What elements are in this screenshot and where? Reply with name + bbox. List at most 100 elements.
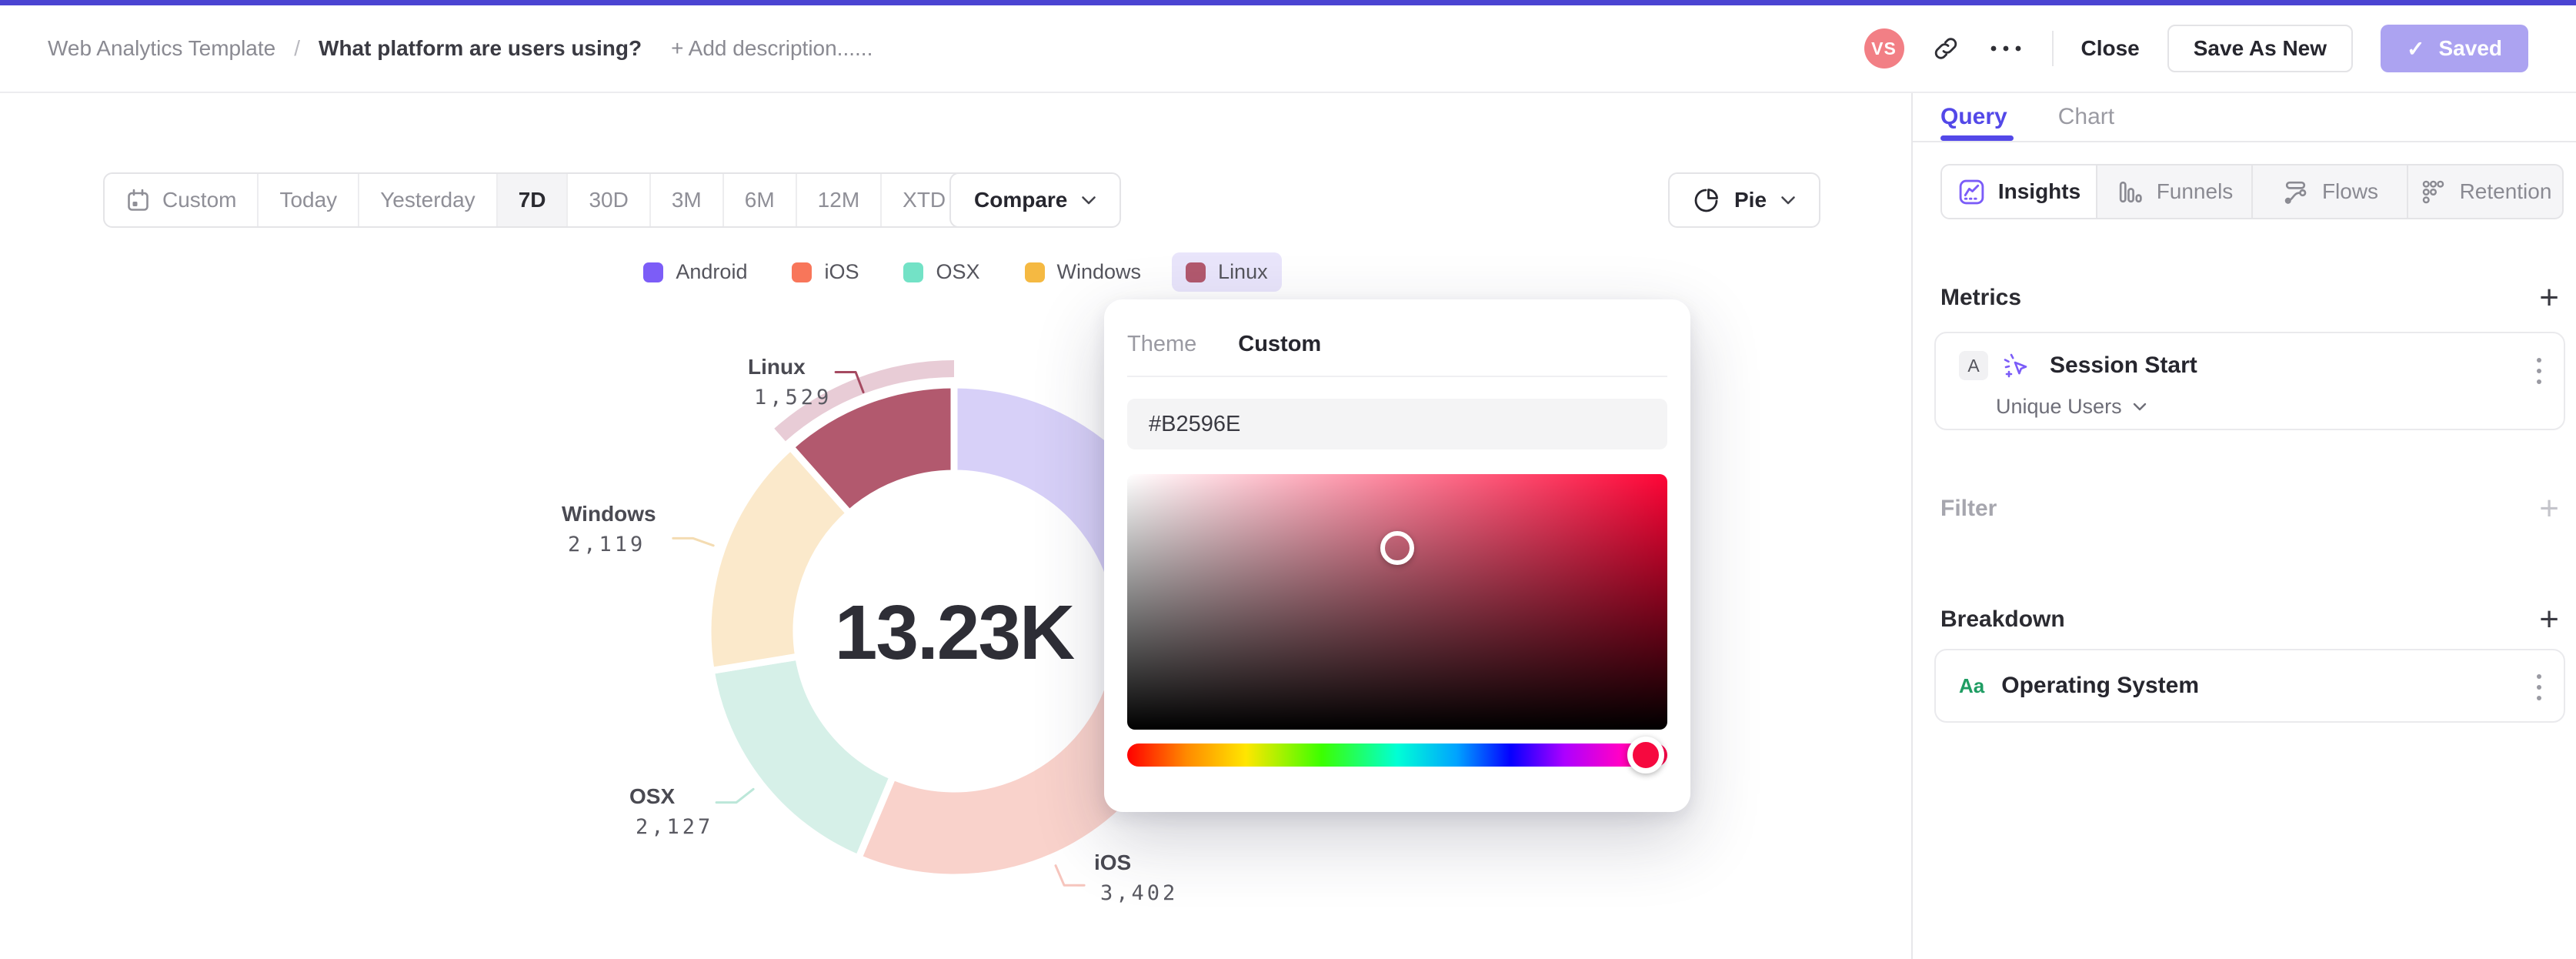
close-button[interactable]: Close: [2080, 36, 2140, 60]
breakdown-card-operating-system[interactable]: Aa Operating System: [1934, 649, 2565, 723]
legend-item-android[interactable]: Android: [629, 252, 761, 292]
sidebar-divider: [1911, 93, 1913, 959]
legend-item-osx[interactable]: OSX: [889, 252, 993, 292]
date-range-yesterday[interactable]: Yesterday: [359, 174, 498, 226]
date-range-label: Today: [279, 188, 338, 212]
chevron-down-icon: [1781, 195, 1795, 204]
header-actions: VS Close Save As New ✓ Saved: [1864, 25, 2528, 72]
date-range-today[interactable]: Today: [259, 174, 360, 226]
slice-label-windows: Windows 2,119: [562, 502, 656, 556]
color-picker-popup: Theme Custom #B2596E: [1104, 299, 1690, 812]
metric-card-session-start[interactable]: A Session Start Unique: [1934, 332, 2565, 430]
legend-item-ios[interactable]: iOS: [778, 252, 873, 292]
slice-label-name: Linux: [748, 355, 806, 379]
tab-custom[interactable]: Custom: [1238, 332, 1322, 356]
hue-slider[interactable]: [1127, 737, 1667, 774]
compare-label: Compare: [974, 188, 1068, 212]
share-link-button[interactable]: [1932, 35, 1960, 62]
metric-options-button[interactable]: [2536, 356, 2542, 389]
add-breakdown-button[interactable]: +: [2539, 600, 2559, 638]
slice-label-value: 3,402: [1100, 881, 1179, 905]
view-tab-label: Insights: [1997, 179, 2081, 203]
chart-type-label: Pie: [1734, 188, 1767, 212]
add-metric-button[interactable]: +: [2539, 279, 2559, 316]
date-range-7d[interactable]: 7D: [497, 174, 569, 226]
metric-event-name: Session Start: [2050, 353, 2197, 378]
kebab-icon: [2537, 674, 2541, 700]
filter-section-header: Filter +: [1940, 490, 2559, 527]
filter-title: Filter: [1940, 496, 1997, 521]
date-range-label: 7D: [518, 188, 546, 212]
string-property-badge: Aa: [1959, 673, 1985, 697]
slice-label-ios: iOS 3,402: [1094, 850, 1178, 905]
slice-osx[interactable]: [707, 653, 896, 862]
date-range-30d[interactable]: 30D: [568, 174, 651, 226]
chart-type-button[interactable]: Pie: [1668, 172, 1821, 228]
date-range-label: 30D: [589, 188, 629, 212]
slice-label-value: 2,127: [636, 815, 714, 839]
date-range-label: Yesterday: [380, 188, 475, 212]
slice-ios[interactable]: [855, 682, 1189, 881]
legend-swatch: [1024, 262, 1045, 282]
add-description-button[interactable]: + Add description......: [671, 36, 873, 60]
top-accent-bar: [0, 0, 2576, 5]
chart-legend: Android iOS OSX Windows Linux: [0, 252, 1911, 292]
slice-label-value: 2,119: [568, 533, 646, 556]
kebab-icon: [2537, 358, 2541, 384]
legend-item-linux[interactable]: Linux: [1172, 252, 1282, 292]
date-range-label: XTD: [903, 188, 946, 212]
date-range-6m[interactable]: 6M: [724, 174, 797, 226]
date-range-label: 12M: [817, 188, 860, 212]
breakdown-options-button[interactable]: [2536, 673, 2542, 706]
saturation-value-area[interactable]: [1127, 474, 1667, 730]
calendar-icon: [128, 189, 148, 211]
tab-query[interactable]: Query: [1940, 93, 2014, 141]
slice-label-name: OSX: [629, 784, 676, 808]
slice-label-name: Windows: [562, 502, 656, 526]
legend-label: OSX: [936, 260, 980, 283]
page-title[interactable]: What platform are users using?: [319, 36, 642, 60]
legend-swatch: [1186, 262, 1206, 282]
tab-insights[interactable]: Insights: [1942, 165, 2097, 218]
funnels-icon: [2119, 181, 2142, 202]
check-icon: ✓: [2407, 36, 2425, 61]
legend-label: Linux: [1218, 260, 1268, 283]
selected-slice-highlight: [774, 360, 954, 442]
ellipsis-icon: [1990, 45, 2020, 52]
saved-button[interactable]: ✓ Saved: [2381, 25, 2528, 72]
compare-button[interactable]: Compare: [949, 172, 1122, 228]
breadcrumb-separator: /: [294, 36, 301, 60]
chart-center-total: 13.23K: [834, 590, 1075, 676]
date-range-12m[interactable]: 12M: [797, 174, 883, 226]
leader-line-windows: [672, 536, 715, 547]
tab-retention[interactable]: Retention: [2408, 165, 2562, 218]
slice-linux[interactable]: [787, 381, 958, 517]
aggregation-dropdown[interactable]: Unique Users: [1996, 395, 2147, 419]
legend-item-windows[interactable]: Windows: [1011, 252, 1156, 292]
more-options-button[interactable]: [1987, 44, 2024, 53]
breadcrumb-root[interactable]: Web Analytics Template: [48, 36, 276, 60]
legend-swatch: [643, 262, 664, 282]
add-filter-button[interactable]: +: [2539, 490, 2559, 527]
tab-funnels[interactable]: Funnels: [2097, 165, 2253, 218]
avatar[interactable]: VS: [1864, 28, 1904, 68]
metric-row: A Session Start: [1959, 350, 2197, 381]
save-as-new-button[interactable]: Save As New: [2167, 25, 2354, 72]
date-range-label: 6M: [744, 188, 775, 212]
chevron-down-icon: [1082, 195, 1096, 204]
legend-label: iOS: [824, 260, 859, 283]
hex-color-input[interactable]: #B2596E: [1127, 399, 1667, 449]
tab-flows[interactable]: Flows: [2253, 165, 2408, 218]
breakdown-property-name: Operating System: [2001, 673, 2199, 698]
view-tabs: Insights Funnels: [1940, 164, 2564, 219]
date-range-3m[interactable]: 3M: [651, 174, 724, 226]
date-range-label: Custom: [162, 188, 237, 212]
tab-theme[interactable]: Theme: [1127, 332, 1197, 356]
view-tab-label: Funnels: [2156, 179, 2234, 203]
tab-chart[interactable]: Chart: [2058, 93, 2114, 141]
breakdown-title: Breakdown: [1940, 606, 2065, 632]
hue-slider-thumb[interactable]: [1627, 737, 1664, 774]
date-range-custom[interactable]: Custom: [105, 174, 259, 226]
color-cursor[interactable]: [1380, 531, 1414, 566]
